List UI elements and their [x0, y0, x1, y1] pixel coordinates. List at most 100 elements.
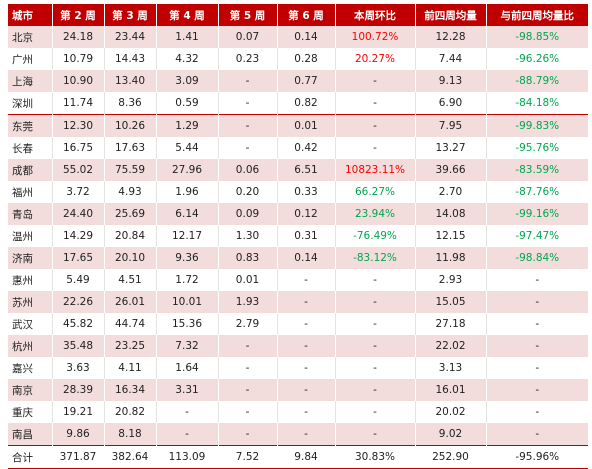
- cell-week5: -: [217, 423, 277, 446]
- cell-wow-change: 20.27%: [334, 48, 415, 70]
- cell-week6: 0.01: [276, 114, 335, 137]
- cell-wow-change: -: [334, 137, 415, 159]
- cell-prev4-avg: 13.27: [414, 137, 486, 159]
- cell-prev4-avg: 39.66: [414, 159, 486, 181]
- cell-wow-change: -: [334, 423, 415, 446]
- cell-vs-prev4-avg: -: [485, 313, 588, 335]
- cell-wow-change: -: [334, 70, 415, 92]
- cell-wow-change: -: [334, 357, 415, 379]
- cell-week2: 55.02: [51, 159, 104, 181]
- cell-week2: 12.30: [51, 114, 104, 137]
- header-row: 城市 第 2 周 第 3 周 第 4 周 第 5 周 第 6 周 本周环比 前四…: [8, 4, 588, 26]
- cell-wow-change: 10823.11%: [334, 159, 415, 181]
- cell-prev4-avg: 3.13: [414, 357, 486, 379]
- cell-week3: 8.36: [103, 92, 156, 115]
- cell-week2: 14.29: [51, 225, 104, 247]
- table-row: 武汉 45.82 44.74 15.36 2.79- -27.18-: [8, 313, 588, 335]
- table-row: 北京 24.18 23.44 1.41 0.07 0.14 100.72% 12.28 -98.…: [8, 26, 588, 48]
- cell-week2: 24.18: [51, 26, 104, 48]
- cell-week5: 0.23: [217, 48, 277, 70]
- cell-week5: 0.01: [217, 269, 277, 291]
- cell-week5: 0.09: [217, 203, 277, 225]
- cell-week4: 1.64: [155, 357, 218, 379]
- cell-week6: -: [276, 291, 335, 313]
- table-row: 苏州 22.26 26.01 10.01 1.93- -15.05-: [8, 291, 588, 313]
- cell-prev4-avg: 9.02: [414, 423, 486, 446]
- cell-week5: 0.83: [217, 247, 277, 269]
- cell-week6: -: [276, 401, 335, 423]
- cell-week3: 23.25: [103, 335, 156, 357]
- cell-city: 成都: [8, 159, 52, 181]
- cell-week5: 2.79: [217, 313, 277, 335]
- cell-week4: 4.32: [155, 48, 218, 70]
- cell-vs-prev4-avg: -98.84%: [485, 247, 588, 269]
- header-week2: 第 2 周: [51, 4, 104, 26]
- table-row: 惠州 5.49 4.51 1.72 0.01- -2.93-: [8, 269, 588, 291]
- cell-prev4-avg: 9.13: [414, 70, 486, 92]
- cell-week6: 6.51: [276, 159, 335, 181]
- cell-city: 武汉: [8, 313, 52, 335]
- cell-week6: -: [276, 335, 335, 357]
- cell-vs-prev4-avg: -83.59%: [485, 159, 588, 181]
- cell-week2: 45.82: [51, 313, 104, 335]
- cell-vs-prev4-avg: -: [485, 379, 588, 401]
- cell-week5: -: [217, 335, 277, 357]
- cell-week4: 5.44: [155, 137, 218, 159]
- cell-city: 长春: [8, 137, 52, 159]
- cell-vs-prev4-avg: -: [485, 357, 588, 379]
- cell-week4: 27.96: [155, 159, 218, 181]
- cell-city: 济南: [8, 247, 52, 269]
- cell-prev4-avg: 2.93: [414, 269, 486, 291]
- cell-city: 嘉兴: [8, 357, 52, 379]
- cell-week3: 13.40: [103, 70, 156, 92]
- cell-city: 北京: [8, 26, 52, 48]
- cell-week5: -: [217, 70, 277, 92]
- cell-wow-change: -: [334, 335, 415, 357]
- cell-city: 重庆: [8, 401, 52, 423]
- cell-prev4-avg: 6.90: [414, 92, 486, 115]
- cell-city: 南昌: [8, 423, 52, 446]
- cell-wow-change: -: [334, 291, 415, 313]
- cell-prev4-avg: 2.70: [414, 181, 486, 203]
- total-vs-prev4-avg: -95.96%: [485, 445, 588, 469]
- cell-city: 杭州: [8, 335, 52, 357]
- cell-week2: 16.75: [51, 137, 104, 159]
- cell-week4: 15.36: [155, 313, 218, 335]
- cell-city: 温州: [8, 225, 52, 247]
- cell-vs-prev4-avg: -: [485, 401, 588, 423]
- cell-week5: 0.07: [217, 26, 277, 48]
- cell-week3: 75.59: [103, 159, 156, 181]
- cell-week2: 5.49: [51, 269, 104, 291]
- cell-week5: -: [217, 357, 277, 379]
- total-wow-change: 30.83%: [334, 445, 415, 469]
- cell-week3: 25.69: [103, 203, 156, 225]
- cell-prev4-avg: 12.15: [414, 225, 486, 247]
- cell-week3: 20.10: [103, 247, 156, 269]
- table-row: 重庆 19.21 20.82- - - -20.02-: [8, 401, 588, 423]
- table-row: 福州 3.72 4.93 1.96 0.20 0.33 66.27% 2.70 -87.76%: [8, 181, 588, 203]
- table-body: 北京 24.18 23.44 1.41 0.07 0.14 100.72% 12.28 -98.…: [8, 26, 588, 469]
- cell-week3: 17.63: [103, 137, 156, 159]
- total-week5: 7.52: [217, 445, 277, 469]
- cell-wow-change: 100.72%: [334, 26, 415, 48]
- cell-vs-prev4-avg: -88.79%: [485, 70, 588, 92]
- cell-wow-change: 23.94%: [334, 203, 415, 225]
- table-row: 成都 55.02 75.59 27.96 0.06 6.51 10823.11% 39.66-…: [8, 159, 588, 181]
- cell-week4: 1.29: [155, 114, 218, 137]
- cell-week3: 14.43: [103, 48, 156, 70]
- table-row: 上海 10.90 13.40 3.09-0.77-9.13 -88.79%: [8, 70, 588, 92]
- cell-week2: 17.65: [51, 247, 104, 269]
- header-wow-change: 本周环比: [334, 4, 415, 26]
- cell-week5: 1.93: [217, 291, 277, 313]
- header-vs-prev4-avg: 与前四周均量比: [485, 4, 588, 26]
- cell-week4: 9.36: [155, 247, 218, 269]
- cell-week3: 16.34: [103, 379, 156, 401]
- cell-week3: 4.93: [103, 181, 156, 203]
- cell-prev4-avg: 7.44: [414, 48, 486, 70]
- cell-week4: 1.72: [155, 269, 218, 291]
- cell-week2: 3.72: [51, 181, 104, 203]
- total-row: 合计 371.87 382.64 113.09 7.52 9.84 30.83% 252.90…: [8, 445, 588, 469]
- table-row: 广州 10.79 14.43 4.32 0.23 0.28 20.27% 7.44 -96.26…: [8, 48, 588, 70]
- header-week6: 第 6 周: [276, 4, 335, 26]
- header-week5: 第 5 周: [217, 4, 277, 26]
